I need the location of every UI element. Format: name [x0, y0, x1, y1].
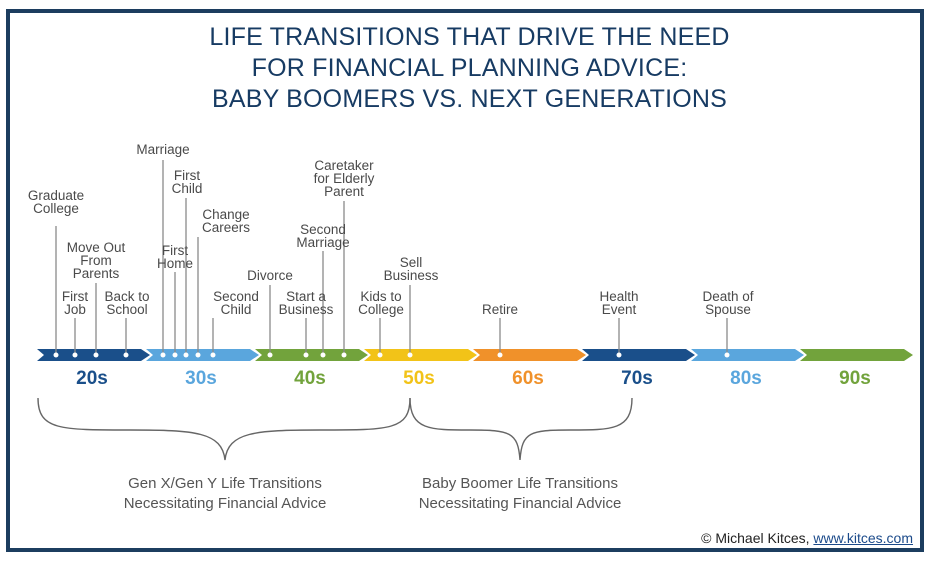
title-line-2: FOR FINANCIAL PLANNING ADVICE: [251, 54, 688, 82]
event-death-of-spouse: Death of Spouse [702, 289, 754, 317]
decade-label-40s: 40s [294, 368, 326, 389]
event-health-event: Health Event [599, 289, 639, 317]
decade-label-70s: 70s [621, 368, 653, 389]
event-marriage: Marriage [136, 142, 190, 157]
event-caretaker: Caretaker for Elderly Parent [313, 158, 375, 199]
event-dots [53, 352, 730, 358]
decade-label-20s: 20s [76, 368, 108, 389]
event-second-marriage: Second Marriage [296, 222, 350, 250]
event-back-to-school: Back to School [104, 289, 150, 317]
event-start-business: Start a Business [278, 289, 334, 317]
event-connectors [55, 160, 728, 355]
title-line-3: BABY BOOMERS VS. NEXT GENERATIONS [211, 85, 728, 113]
timeline-arrows [37, 349, 913, 361]
event-graduate-college: Graduate College [27, 188, 85, 216]
event-first-home: First Home [156, 243, 194, 271]
arrow-60s [473, 349, 586, 361]
arrow-80s [691, 349, 804, 361]
arrow-70s [582, 349, 695, 361]
page-title: LIFE TRANSITIONS THAT DRIVE THE NEED FOR… [0, 22, 939, 115]
arrow-50s [364, 349, 477, 361]
event-kids-to-college: Kids to College [358, 289, 404, 317]
decade-label-60s: 60s [512, 368, 544, 389]
arrow-40s [255, 349, 368, 361]
title-line-1: LIFE TRANSITIONS THAT DRIVE THE NEED [209, 23, 730, 51]
decade-label-50s: 50s [403, 368, 435, 389]
decade-label-30s: 30s [185, 368, 217, 389]
arrow-30s [146, 349, 259, 361]
boomer-caption: Baby Boomer Life Transitions Necessitatin… [418, 475, 622, 512]
decade-label-90s: 90s [839, 368, 871, 389]
event-divorce: Divorce [247, 268, 293, 283]
event-second-child: Second Child [213, 289, 259, 317]
arrow-90s [800, 349, 913, 361]
event-first-job: First Job [61, 289, 89, 317]
event-sell-business: Sell Business [383, 255, 439, 283]
genxy-caption: Gen X/Gen Y Life Transitions Necessitatin… [123, 475, 327, 512]
credit-line: © Michael Kitces, www.kitces.com [701, 530, 913, 546]
event-first-child: First Child [171, 168, 203, 196]
event-move-out: Move Out From Parents [66, 240, 126, 281]
decade-label-80s: 80s [730, 368, 762, 389]
boomer-brace [409, 397, 633, 461]
genxy-brace [37, 397, 411, 461]
kitces-link[interactable]: www.kitces.com [813, 530, 913, 546]
event-change-careers: Change Careers [201, 207, 251, 235]
credit-text: © Michael Kitces, [701, 530, 814, 546]
infographic-frame [6, 9, 924, 552]
event-retire: Retire [481, 302, 519, 317]
